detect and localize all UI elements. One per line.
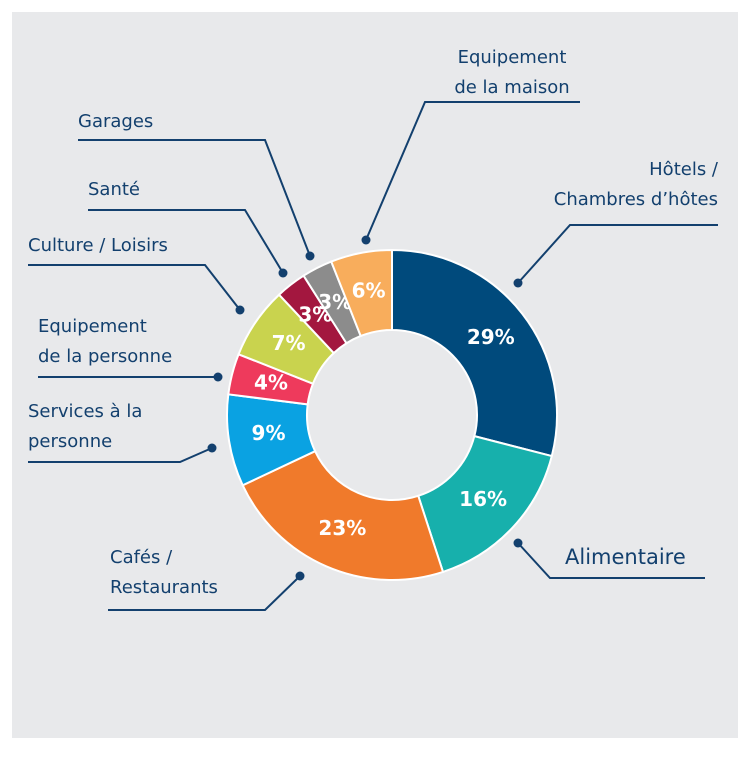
leader-line — [365, 101, 580, 241]
donut-slice — [241, 449, 445, 581]
label-line: Chambres d’hôtes — [554, 189, 718, 210]
value-label: 29% — [467, 325, 515, 349]
label-line: Equipement — [38, 316, 147, 337]
leader-dot — [513, 278, 523, 288]
leader-dot — [213, 372, 223, 382]
label-line: Hôtels / — [649, 159, 719, 180]
value-label: 7% — [272, 331, 306, 355]
label-line: Cafés / — [110, 547, 173, 568]
leader-dot — [361, 235, 371, 245]
value-label: 9% — [252, 421, 286, 445]
value-label: 6% — [352, 279, 386, 303]
donut-slice — [329, 248, 393, 338]
category-label: Garages — [78, 111, 153, 132]
leader-line — [78, 139, 311, 257]
leader-dot — [207, 443, 217, 453]
label-line: Restaurants — [110, 577, 218, 598]
leader-dot — [278, 268, 288, 278]
leader-dot — [513, 538, 523, 548]
leader-line — [88, 209, 284, 274]
leader-line — [28, 264, 241, 311]
category-label: Hôtels / Chambres d’hôtes — [554, 159, 719, 210]
leader-dot — [305, 251, 315, 261]
label-line: Alimentaire — [565, 545, 686, 569]
leader-dot — [295, 571, 305, 581]
category-label: Cafés / Restaurants — [110, 547, 218, 598]
value-label: 23% — [318, 516, 366, 540]
label-line: Equipement — [458, 47, 567, 68]
label-line: Services à la — [28, 401, 142, 422]
label-line: Santé — [88, 179, 140, 200]
category-label: Alimentaire — [565, 545, 686, 569]
leader-line — [517, 542, 705, 579]
category-label: Culture / Loisirs — [28, 235, 168, 256]
leader-dot — [235, 305, 245, 315]
label-line: de la maison — [454, 77, 569, 98]
leader-line — [108, 575, 301, 611]
category-label: Equipement de la personne — [38, 316, 172, 367]
value-label: 4% — [254, 370, 288, 394]
label-line: de la personne — [38, 346, 172, 367]
category-label: Services à la personne — [28, 401, 142, 452]
category-label: Equipement de la maison — [454, 47, 569, 98]
category-label: Santé — [88, 179, 140, 200]
value-label: 16% — [459, 487, 507, 511]
leader-line — [28, 447, 213, 463]
label-line: Culture / Loisirs — [28, 235, 168, 256]
donut-slice — [391, 248, 558, 458]
label-line: Garages — [78, 111, 153, 132]
leader-line — [517, 224, 718, 284]
label-line: personne — [28, 431, 112, 452]
background — [12, 12, 738, 738]
